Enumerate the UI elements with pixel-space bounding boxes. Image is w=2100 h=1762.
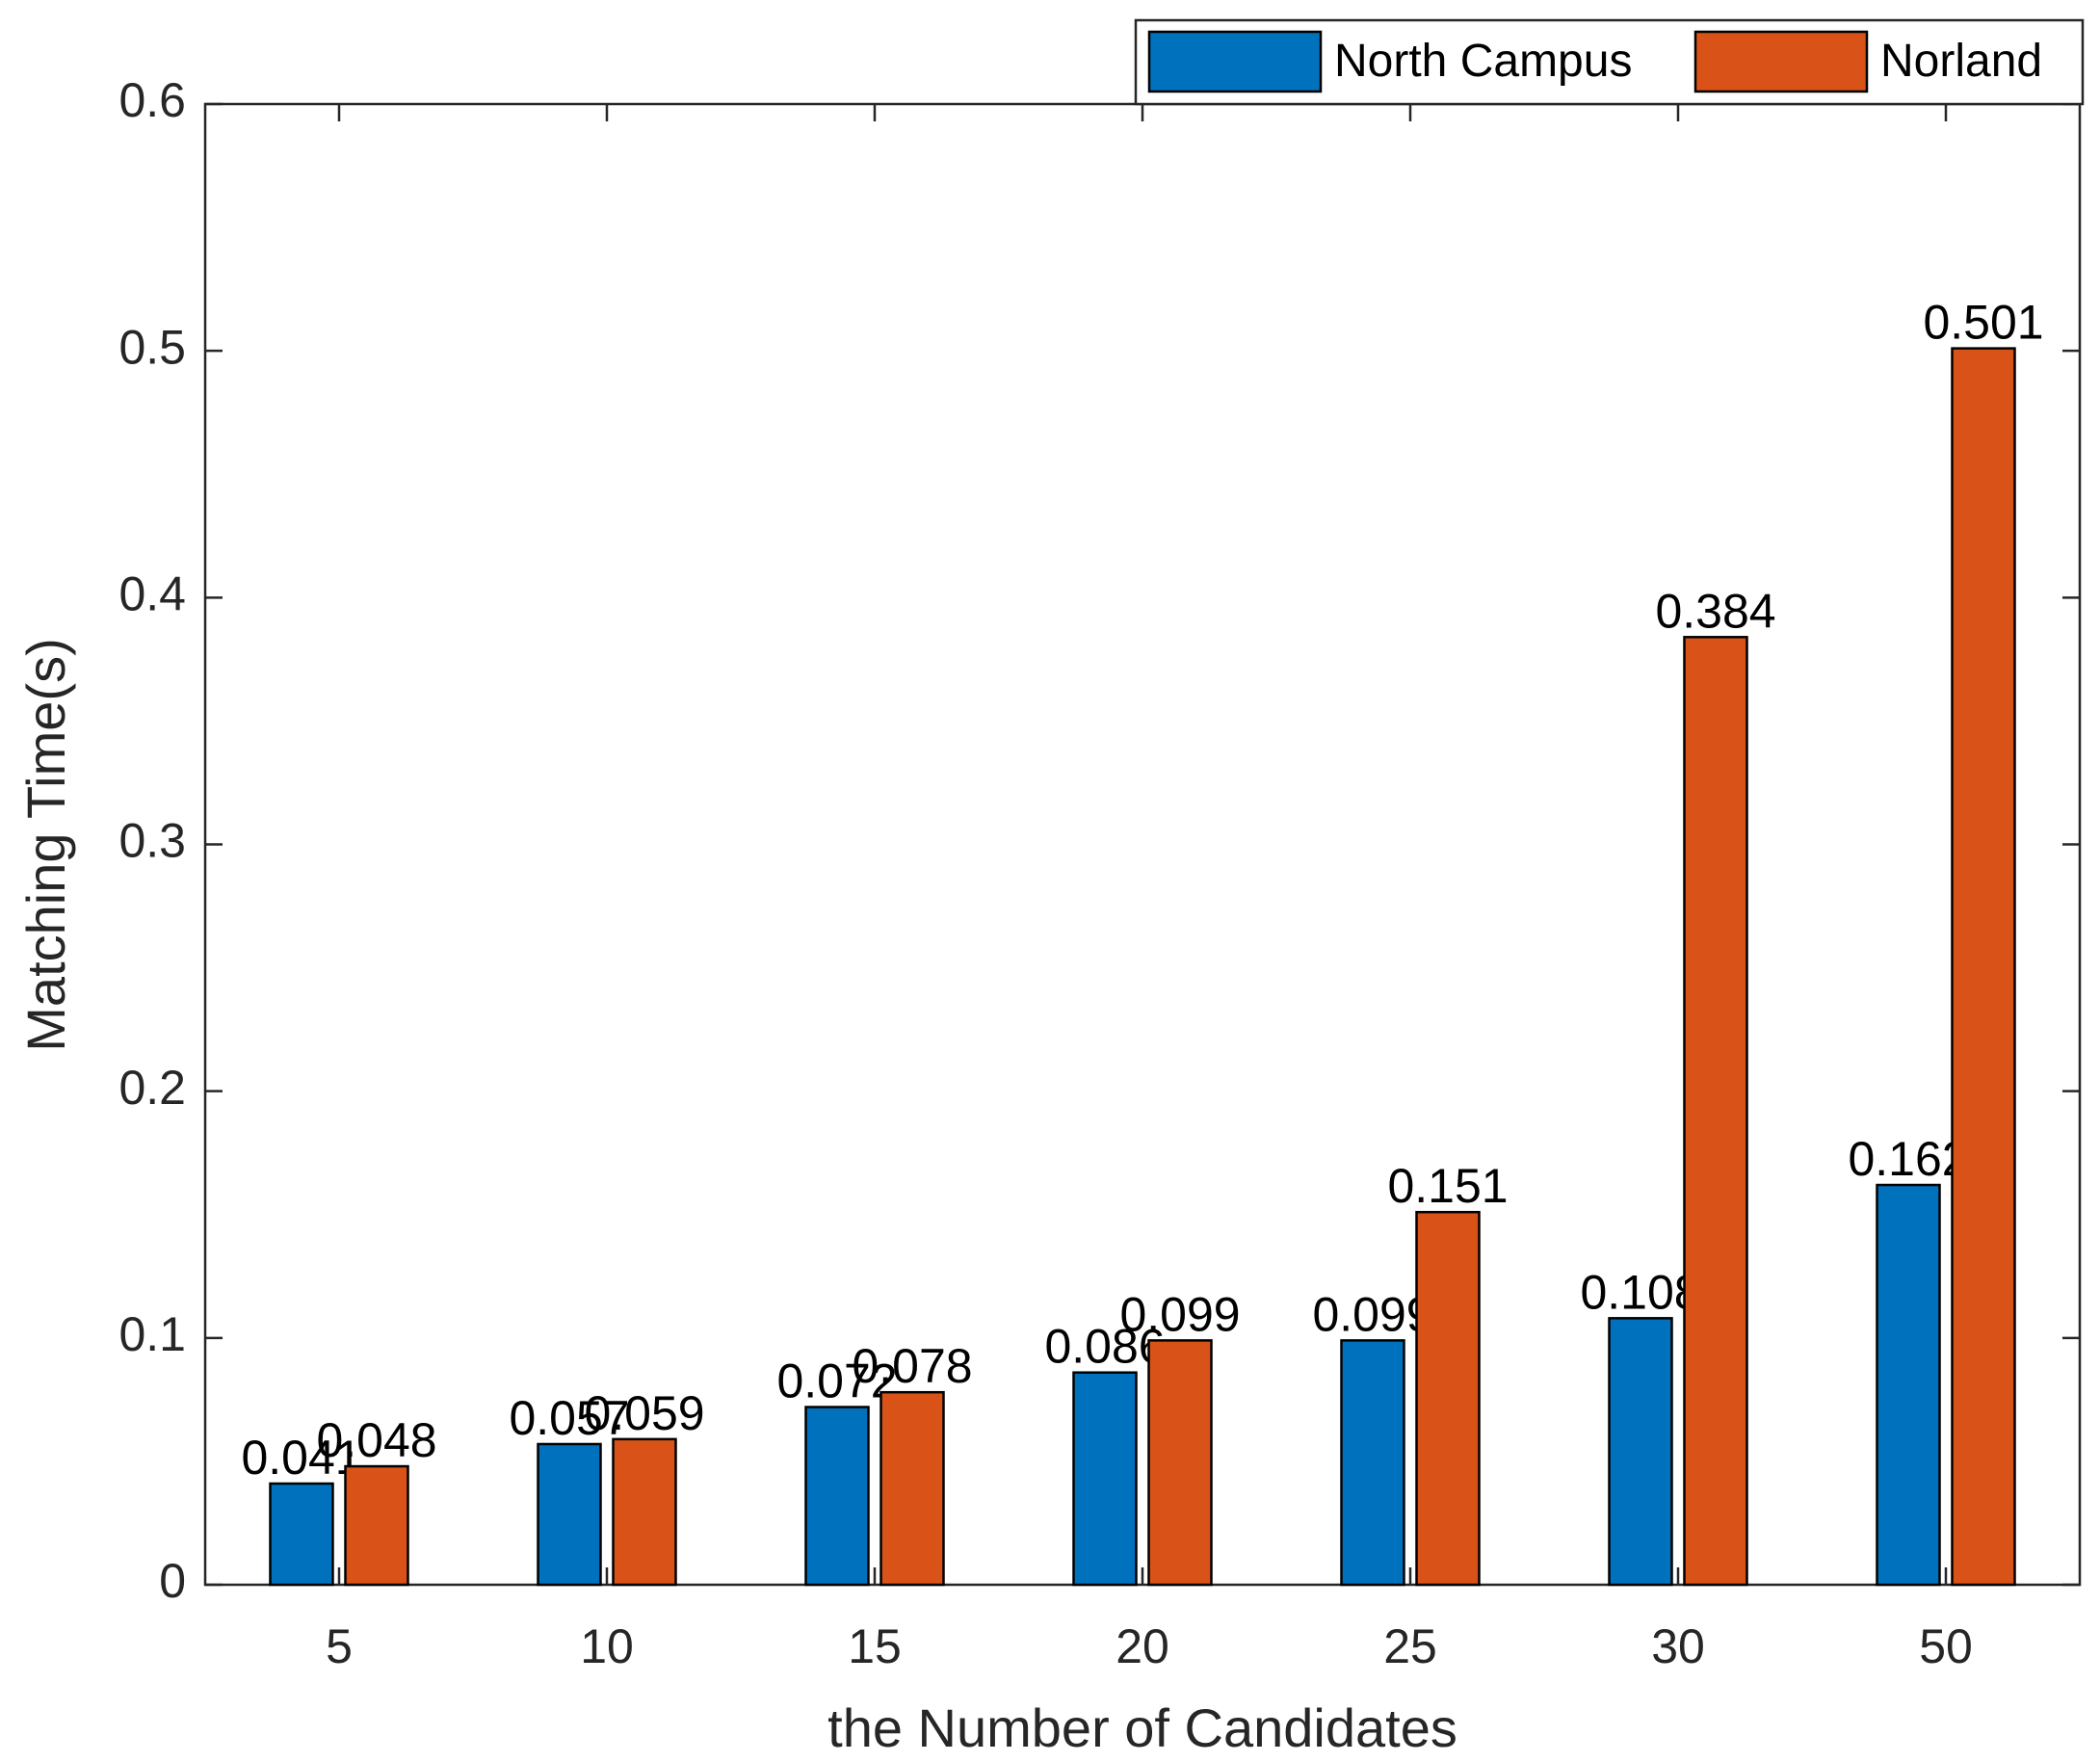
legend-swatch [1147,30,1323,93]
x-tick-label: 30 [1651,1619,1705,1673]
bar [1340,1339,1405,1587]
value-label: 0.078 [852,1339,972,1393]
bar [269,1482,334,1587]
bar [1683,636,1748,1587]
x-tick-label: 50 [1919,1619,1973,1673]
bar [1415,1210,1481,1587]
value-label: 0.057 [509,1391,629,1445]
y-tick-label: 0.1 [118,1307,186,1361]
value-label: 0.072 [776,1354,897,1408]
y-tick-label: 0.3 [118,814,186,868]
value-label: 0.151 [1387,1159,1508,1213]
x-tick-label: 5 [326,1619,353,1673]
value-label: 0.099 [1312,1287,1432,1341]
y-tick-label: 0.6 [118,73,186,127]
value-label: 0.162 [1848,1132,1968,1186]
bar [804,1406,870,1587]
x-tick-label: 25 [1383,1619,1437,1673]
x-tick-label: 15 [848,1619,902,1673]
y-tick-label: 0.5 [118,320,186,374]
bar [344,1464,409,1587]
legend-label: North Campus [1334,36,1632,87]
value-label: 0.048 [316,1413,436,1467]
x-axis-title: the Number of Candidates [827,1697,1457,1758]
x-tick-label: 10 [580,1619,634,1673]
y-axis-title: Matching Time(s) [15,638,76,1051]
value-label: 0.108 [1580,1265,1700,1319]
x-tick-label: 20 [1116,1619,1169,1673]
y-tick-label: 0.4 [118,567,186,621]
y-tick-label: 0.2 [118,1061,186,1115]
value-label: 0.501 [1923,296,2043,350]
value-label: 0.384 [1655,584,1775,638]
value-label: 0.041 [241,1431,361,1485]
value-label: 0.099 [1119,1287,1240,1341]
plot-area [203,102,2082,1587]
bar [1608,1317,1673,1587]
bar [1951,347,2016,1587]
value-label: 0.086 [1044,1320,1165,1374]
bar [879,1390,945,1587]
y-tick-label: 0 [159,1554,186,1608]
value-label: 0.059 [584,1386,704,1440]
bar [612,1437,677,1587]
legend-label: Norland [1880,36,2042,87]
legend-swatch [1693,30,1869,93]
bar [1072,1371,1138,1587]
bar [537,1442,602,1587]
bar [1147,1339,1213,1587]
bar [1876,1183,1941,1587]
